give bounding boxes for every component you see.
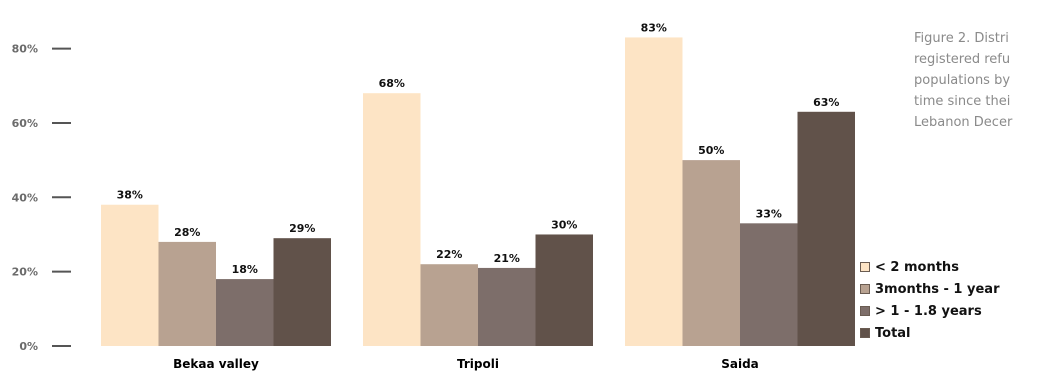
legend-swatch bbox=[860, 306, 870, 316]
bar bbox=[797, 111, 855, 346]
bar bbox=[535, 234, 593, 346]
category-labels: Bekaa valley Tripoli Saida bbox=[173, 357, 759, 371]
legend-item: > 1 - 1.8 years bbox=[860, 300, 999, 322]
category-label: Saida bbox=[721, 357, 759, 371]
data-label: 38% bbox=[117, 189, 143, 202]
caption-line: populations by bbox=[914, 73, 1011, 88]
data-label: 21% bbox=[494, 252, 520, 265]
category-label: Bekaa valley bbox=[173, 357, 259, 371]
bar bbox=[740, 223, 798, 346]
caption-line: registered refu bbox=[914, 52, 1011, 67]
data-label: 28% bbox=[174, 226, 200, 239]
bar bbox=[101, 204, 159, 346]
y-tick-label: 20% bbox=[12, 266, 38, 279]
bars: 38% 68% 83% 28% 22% 50% 18% 21% 33% 29% 30% 63% bbox=[101, 21, 855, 346]
caption-line: Lebanon Decer bbox=[914, 115, 1013, 130]
legend-item: 3months - 1 year bbox=[860, 278, 999, 300]
bar bbox=[158, 241, 216, 346]
data-label: 83% bbox=[641, 21, 667, 34]
data-label: 18% bbox=[232, 263, 258, 276]
data-label: 22% bbox=[436, 248, 462, 261]
category-label: Tripoli bbox=[457, 357, 499, 371]
legend-item: < 2 months bbox=[860, 256, 999, 278]
figure-caption: Figure 2. Distri registered refu populat… bbox=[914, 28, 1064, 133]
y-tick-label: 60% bbox=[12, 117, 38, 130]
y-tick-label: 80% bbox=[12, 43, 38, 56]
bar bbox=[273, 238, 331, 346]
caption-line: time since thei bbox=[914, 94, 1011, 109]
data-label: 30% bbox=[551, 218, 577, 231]
bar bbox=[420, 264, 478, 346]
bar bbox=[216, 279, 274, 346]
bar bbox=[682, 160, 740, 346]
legend-swatch bbox=[860, 262, 870, 272]
legend-label: > 1 - 1.8 years bbox=[875, 303, 982, 319]
legend-label: < 2 months bbox=[875, 259, 959, 275]
y-tick-label: 40% bbox=[12, 191, 38, 204]
legend-label: Total bbox=[875, 325, 911, 341]
data-label: 33% bbox=[756, 207, 782, 220]
y-tick-label: 0% bbox=[19, 340, 38, 353]
legend-swatch bbox=[860, 328, 870, 338]
bar bbox=[625, 37, 683, 346]
legend-label: 3months - 1 year bbox=[875, 281, 1000, 297]
legend-item: Total bbox=[860, 322, 999, 344]
data-label: 50% bbox=[698, 144, 724, 157]
bar bbox=[363, 93, 421, 346]
data-label: 68% bbox=[379, 77, 405, 90]
data-label: 63% bbox=[813, 96, 839, 109]
data-label: 29% bbox=[289, 222, 315, 235]
y-axis: 0% 20% 40% 60% 80% bbox=[12, 43, 71, 353]
caption-line: Figure 2. Distri bbox=[914, 31, 1009, 46]
legend-swatch bbox=[860, 284, 870, 294]
legend: < 2 months 3months - 1 year > 1 - 1.8 ye… bbox=[860, 256, 999, 344]
bar bbox=[478, 267, 536, 346]
